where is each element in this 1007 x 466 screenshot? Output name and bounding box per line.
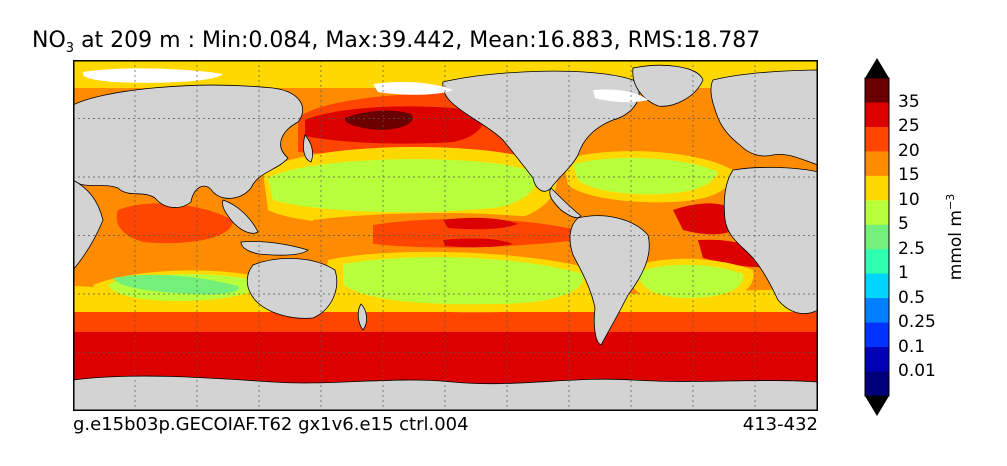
colorbar-tick-label: 10 [898, 189, 920, 210]
land-se-asia [222, 199, 259, 234]
land-nz [357, 303, 367, 331]
nitrate-map [73, 60, 818, 411]
colorbar-tick-label: 0.25 [898, 312, 936, 333]
land-eurasia-west [73, 84, 304, 208]
land-north-america [442, 70, 640, 192]
eq-pac-red [373, 218, 578, 248]
colorbar-frame [864, 77, 890, 397]
colorbar-tick-label: 15 [898, 165, 920, 186]
eq-pac-darkred [443, 217, 518, 230]
spac-green [343, 257, 584, 305]
npac-green [268, 159, 536, 213]
land-australia [246, 258, 338, 319]
land-japan [303, 134, 313, 163]
colorbar-tick-label: 25 [898, 116, 920, 137]
colorbar-segment [865, 200, 889, 226]
colorbar-segment [865, 249, 889, 275]
colorbar-segment [865, 175, 889, 201]
map-frame [73, 60, 818, 411]
natl-green [573, 157, 718, 195]
colorbar-segment [865, 102, 889, 128]
colorbar-segment [865, 126, 889, 152]
colorbar-over-triangle [865, 58, 889, 78]
land-africa-west [723, 166, 818, 314]
colorbar-segment [865, 371, 889, 397]
colorbar-tick-label: 0.01 [898, 361, 936, 381]
land-europe [710, 69, 818, 166]
title-variable: NO [32, 28, 66, 53]
title-stats: at 209 m : Min:0.084, Max:39.442, Mean:1… [81, 28, 761, 53]
case-name: g.e15b03p.GECOIAF.T62 gx1v6.e15 ctrl.004 [73, 414, 469, 435]
colorbar-segment [865, 273, 889, 299]
colorbar-tick-label: 0.5 [898, 287, 926, 308]
land-south-america [569, 215, 650, 346]
land-indonesia [240, 241, 309, 256]
colorbar-segment [865, 322, 889, 348]
colorbar-tick-label: 1 [898, 263, 909, 284]
colorbar-segment [865, 78, 889, 103]
colorbar-segment [865, 151, 889, 177]
satl-green [638, 264, 744, 298]
land-antarctica [73, 375, 818, 411]
land [73, 64, 818, 411]
colorbar-under-triangle [865, 396, 889, 416]
io-red [116, 203, 233, 244]
year-range: 413-432 [742, 414, 818, 435]
land-greenland [632, 64, 704, 107]
graticule [73, 60, 818, 411]
npac-darkred [344, 110, 413, 130]
colorbar-units: mmol m−3 [944, 194, 966, 280]
colorbar-segment [865, 224, 889, 250]
colorbar-tick-label: 20 [898, 140, 920, 161]
colorbar-segment [865, 347, 889, 372]
land-africa-east [73, 179, 104, 271]
io-teal [113, 274, 239, 295]
eq-pac-darkred-2 [443, 238, 513, 248]
units-text: mmol m [945, 210, 966, 281]
colorbar-tick-label: 35 [898, 92, 920, 112]
plot-title: NO3 at 209 m : Min:0.084, Max:39.442, Me… [32, 28, 760, 56]
colorbar-tick-label: 0.1 [898, 336, 926, 357]
units-exponent: −3 [944, 193, 958, 210]
title-subscript: 3 [65, 41, 75, 56]
colorbar-tick-label: 2.5 [898, 238, 926, 259]
land-central-america [549, 187, 582, 218]
colorbar-segment [865, 298, 889, 324]
colorbar-tick-label: 5 [898, 214, 909, 235]
arctic-ice [82, 68, 648, 103]
colorbar [864, 58, 890, 416]
